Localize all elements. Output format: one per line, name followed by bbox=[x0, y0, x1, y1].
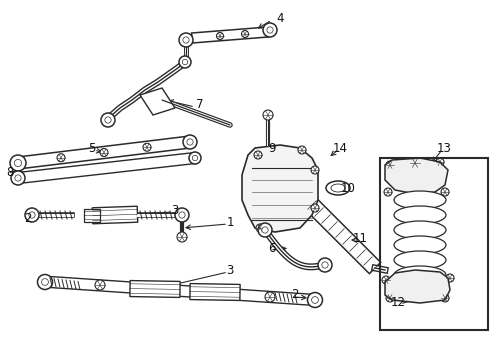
Circle shape bbox=[312, 297, 318, 303]
Polygon shape bbox=[242, 145, 318, 232]
Circle shape bbox=[446, 274, 454, 282]
Circle shape bbox=[441, 294, 449, 302]
Polygon shape bbox=[49, 276, 316, 306]
Circle shape bbox=[182, 59, 188, 65]
Circle shape bbox=[267, 27, 273, 33]
Ellipse shape bbox=[394, 191, 446, 209]
Circle shape bbox=[318, 258, 332, 272]
Circle shape bbox=[105, 117, 111, 123]
Text: 3: 3 bbox=[172, 203, 179, 216]
Circle shape bbox=[187, 139, 193, 145]
Text: 10: 10 bbox=[341, 181, 355, 194]
Text: 8: 8 bbox=[6, 166, 14, 179]
Circle shape bbox=[177, 232, 187, 242]
Ellipse shape bbox=[394, 221, 446, 239]
Text: 2: 2 bbox=[24, 211, 32, 225]
Text: 2: 2 bbox=[291, 288, 299, 302]
Circle shape bbox=[14, 159, 22, 167]
Circle shape bbox=[256, 224, 264, 232]
Polygon shape bbox=[92, 206, 138, 224]
Circle shape bbox=[254, 151, 262, 159]
Polygon shape bbox=[140, 88, 175, 115]
Polygon shape bbox=[17, 136, 191, 169]
Circle shape bbox=[410, 158, 420, 168]
Polygon shape bbox=[385, 158, 448, 194]
Polygon shape bbox=[306, 199, 381, 274]
Circle shape bbox=[386, 294, 394, 302]
Circle shape bbox=[29, 212, 35, 218]
Circle shape bbox=[189, 152, 201, 164]
Ellipse shape bbox=[331, 184, 345, 192]
Circle shape bbox=[382, 276, 390, 284]
Text: 7: 7 bbox=[196, 99, 204, 112]
Circle shape bbox=[38, 274, 52, 289]
Circle shape bbox=[101, 113, 115, 127]
Circle shape bbox=[179, 212, 185, 218]
Circle shape bbox=[322, 262, 328, 268]
Circle shape bbox=[175, 208, 189, 222]
Circle shape bbox=[311, 204, 319, 212]
Circle shape bbox=[242, 31, 248, 37]
Circle shape bbox=[179, 33, 193, 47]
Circle shape bbox=[441, 188, 449, 196]
Text: 11: 11 bbox=[352, 231, 368, 244]
Circle shape bbox=[436, 158, 444, 166]
Polygon shape bbox=[130, 280, 180, 297]
Circle shape bbox=[143, 143, 151, 151]
Circle shape bbox=[384, 188, 392, 196]
Circle shape bbox=[262, 227, 268, 233]
Circle shape bbox=[258, 223, 272, 237]
Text: 1: 1 bbox=[226, 216, 234, 229]
Polygon shape bbox=[17, 153, 196, 184]
Text: 12: 12 bbox=[391, 296, 406, 309]
Text: 13: 13 bbox=[437, 141, 451, 154]
Text: 9: 9 bbox=[268, 141, 276, 154]
Circle shape bbox=[298, 146, 306, 154]
Circle shape bbox=[263, 23, 277, 37]
Polygon shape bbox=[84, 208, 100, 221]
Ellipse shape bbox=[326, 181, 350, 195]
Ellipse shape bbox=[394, 251, 446, 269]
Circle shape bbox=[263, 110, 273, 120]
Circle shape bbox=[15, 175, 21, 181]
Circle shape bbox=[265, 292, 275, 302]
Ellipse shape bbox=[394, 236, 446, 254]
Circle shape bbox=[10, 155, 26, 171]
Circle shape bbox=[57, 154, 65, 162]
Circle shape bbox=[42, 279, 49, 285]
Circle shape bbox=[183, 37, 189, 43]
Circle shape bbox=[25, 208, 39, 222]
Circle shape bbox=[308, 292, 322, 307]
Bar bbox=[380, 158, 488, 330]
Ellipse shape bbox=[394, 206, 446, 224]
Text: 5: 5 bbox=[88, 141, 96, 154]
Text: 6: 6 bbox=[268, 242, 276, 255]
Circle shape bbox=[100, 148, 108, 157]
Polygon shape bbox=[192, 27, 269, 43]
Circle shape bbox=[95, 280, 105, 290]
Circle shape bbox=[311, 166, 319, 174]
Circle shape bbox=[386, 161, 394, 169]
Circle shape bbox=[179, 56, 191, 68]
Polygon shape bbox=[190, 284, 240, 301]
Circle shape bbox=[217, 32, 223, 40]
Ellipse shape bbox=[394, 281, 446, 299]
Text: 3: 3 bbox=[226, 264, 234, 276]
Text: 14: 14 bbox=[333, 141, 347, 154]
Text: 4: 4 bbox=[276, 12, 284, 24]
Polygon shape bbox=[385, 270, 450, 303]
Circle shape bbox=[183, 135, 197, 149]
Ellipse shape bbox=[394, 266, 446, 284]
Circle shape bbox=[192, 155, 197, 161]
Circle shape bbox=[11, 171, 25, 185]
